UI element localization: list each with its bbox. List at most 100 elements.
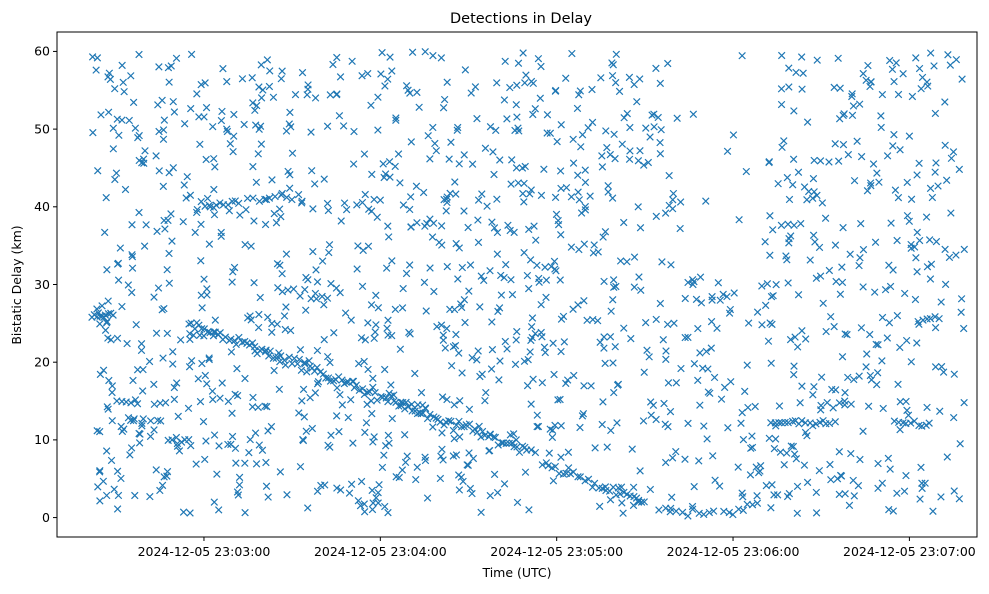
data-point — [277, 191, 286, 199]
data-point — [797, 53, 806, 61]
data-point — [595, 502, 604, 511]
data-point — [626, 147, 634, 155]
data-point — [200, 275, 208, 283]
data-point — [775, 402, 784, 410]
data-point — [465, 405, 474, 414]
data-point — [155, 127, 163, 136]
data-point — [455, 349, 463, 357]
data-point — [384, 431, 393, 440]
data-point — [93, 305, 101, 313]
data-point — [831, 140, 839, 148]
data-point — [512, 336, 520, 344]
data-point — [476, 303, 484, 311]
data-point — [708, 296, 716, 304]
data-point — [466, 261, 475, 269]
data-point — [604, 182, 612, 190]
data-point — [241, 459, 249, 467]
data-point — [609, 359, 617, 367]
data-point — [542, 276, 551, 284]
data-point — [113, 334, 122, 343]
data-point — [323, 294, 332, 302]
data-point — [896, 146, 904, 154]
data-point — [923, 403, 931, 412]
data-point — [217, 116, 226, 125]
data-point — [275, 385, 284, 394]
data-point — [240, 120, 248, 129]
data-point — [889, 507, 898, 515]
data-point — [352, 381, 360, 389]
data-point — [743, 361, 751, 369]
data-point — [154, 101, 162, 109]
data-point — [173, 439, 182, 448]
data-point — [496, 156, 504, 164]
data-point — [918, 422, 926, 430]
data-point — [742, 167, 751, 176]
data-point — [739, 506, 748, 515]
data-point — [738, 408, 746, 417]
data-point — [242, 205, 250, 214]
data-point — [557, 422, 565, 430]
data-point — [774, 179, 782, 188]
data-point — [667, 493, 676, 501]
data-point — [353, 201, 361, 209]
data-point — [282, 250, 291, 258]
data-point — [872, 380, 881, 389]
data-point — [110, 84, 119, 93]
data-point — [278, 67, 286, 75]
data-point — [232, 340, 240, 349]
data-point — [548, 433, 557, 442]
data-point — [903, 178, 911, 187]
data-point — [347, 316, 355, 324]
data-point — [115, 131, 123, 140]
data-point — [346, 395, 355, 404]
data-point — [723, 147, 732, 156]
data-point — [118, 61, 126, 70]
data-point — [850, 176, 859, 185]
data-point — [265, 352, 273, 360]
data-point — [250, 217, 258, 225]
data-point — [910, 243, 919, 251]
data-point — [450, 401, 459, 409]
data-point — [843, 330, 851, 339]
data-point — [625, 73, 634, 82]
data-point — [856, 455, 864, 464]
data-point — [407, 138, 416, 146]
data-point — [792, 455, 801, 463]
data-point — [442, 207, 450, 215]
data-point — [440, 95, 449, 104]
data-point — [912, 54, 920, 62]
data-point — [835, 490, 844, 499]
data-point — [426, 410, 434, 419]
data-point — [251, 106, 259, 115]
data-point — [889, 266, 897, 274]
data-point — [295, 355, 304, 364]
data-point — [252, 178, 261, 187]
data-point — [361, 428, 369, 437]
data-point — [130, 415, 138, 423]
data-point — [611, 78, 620, 87]
data-point — [211, 163, 219, 171]
data-point — [520, 357, 529, 366]
data-point — [313, 487, 322, 495]
data-point — [255, 310, 263, 319]
data-point — [529, 79, 538, 88]
data-point — [209, 122, 217, 131]
data-point — [203, 380, 211, 388]
data-point — [741, 387, 749, 396]
data-point — [449, 342, 458, 351]
data-point — [490, 433, 498, 441]
data-point — [641, 318, 650, 327]
data-point — [835, 448, 844, 456]
data-point — [821, 214, 830, 222]
data-point — [943, 453, 952, 461]
data-point — [367, 301, 376, 309]
data-point — [915, 236, 924, 245]
data-point — [138, 387, 147, 395]
data-point — [543, 111, 552, 119]
data-point — [246, 435, 254, 444]
data-point — [335, 111, 344, 120]
data-point — [139, 415, 148, 423]
data-point — [931, 323, 940, 332]
data-point — [794, 290, 803, 299]
data-point — [538, 378, 547, 387]
